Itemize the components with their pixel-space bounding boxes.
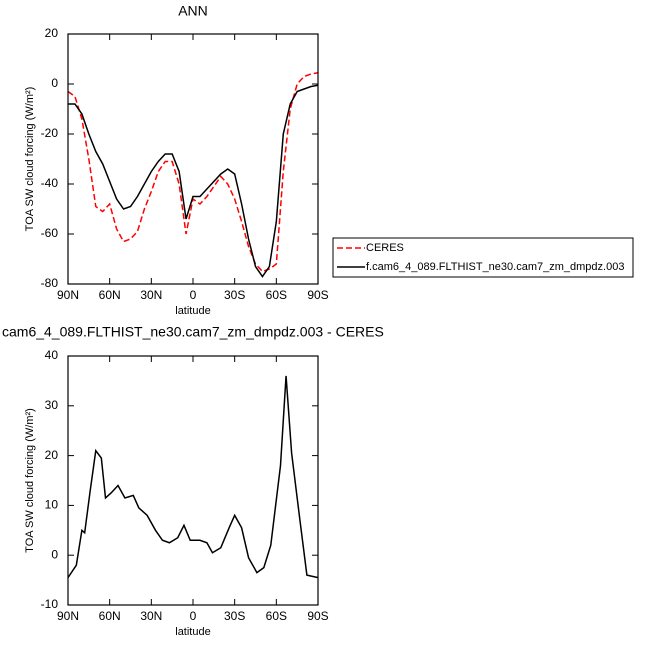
series-line bbox=[67, 375, 319, 579]
chart-title: ANN bbox=[178, 3, 208, 19]
x-axis-label: latitude bbox=[175, 305, 210, 317]
x-tick-label: 60N bbox=[99, 288, 121, 302]
y-tick-label: -40 bbox=[41, 176, 59, 190]
x-tick-label: 60S bbox=[266, 288, 287, 302]
y-axis-label: TOA SW cloud forcing (W/m²) bbox=[24, 408, 36, 553]
legend-label: f.cam6_4_089.FLTHIST_ne30.cam7_zm_dmpdz.… bbox=[366, 261, 624, 273]
y-tick-label: -80 bbox=[41, 276, 59, 290]
x-axis-label: latitude bbox=[175, 626, 210, 638]
x-tick-label: 30N bbox=[140, 609, 162, 623]
y-tick-label: 20 bbox=[45, 26, 59, 40]
y-tick-label: 40 bbox=[45, 348, 59, 362]
plot-frame bbox=[67, 355, 319, 606]
y-tick-label: -20 bbox=[41, 126, 59, 140]
y-axis-label: TOA SW cloud forcing (W/m²) bbox=[24, 87, 36, 232]
x-tick-label: 30S bbox=[224, 609, 245, 623]
series-line bbox=[68, 84, 319, 278]
x-tick-label: 90S bbox=[307, 288, 328, 302]
x-tick-label: 90S bbox=[307, 609, 328, 623]
y-tick-label: 10 bbox=[45, 498, 59, 512]
y-tick-label: 0 bbox=[51, 547, 58, 561]
legend-box bbox=[332, 237, 634, 278]
x-tick-label: 0 bbox=[190, 609, 197, 623]
legend-label: CERES bbox=[366, 242, 404, 254]
y-tick-label: -10 bbox=[41, 597, 59, 611]
y-tick-label: 30 bbox=[45, 398, 59, 412]
x-tick-label: 90N bbox=[57, 609, 79, 623]
x-tick-label: 0 bbox=[190, 288, 197, 302]
plot-frame bbox=[67, 33, 319, 285]
chart-title: cam6_4_089.FLTHIST_ne30.cam7_zm_dmpdz.00… bbox=[2, 324, 384, 340]
x-tick-label: 60N bbox=[99, 609, 121, 623]
x-tick-label: 60S bbox=[266, 609, 287, 623]
x-tick-label: 30N bbox=[140, 288, 162, 302]
y-tick-label: -60 bbox=[41, 226, 59, 240]
x-tick-label: 30S bbox=[224, 288, 245, 302]
y-tick-label: 20 bbox=[45, 448, 59, 462]
y-tick-label: 0 bbox=[51, 76, 58, 90]
x-tick-label: 90N bbox=[57, 288, 79, 302]
